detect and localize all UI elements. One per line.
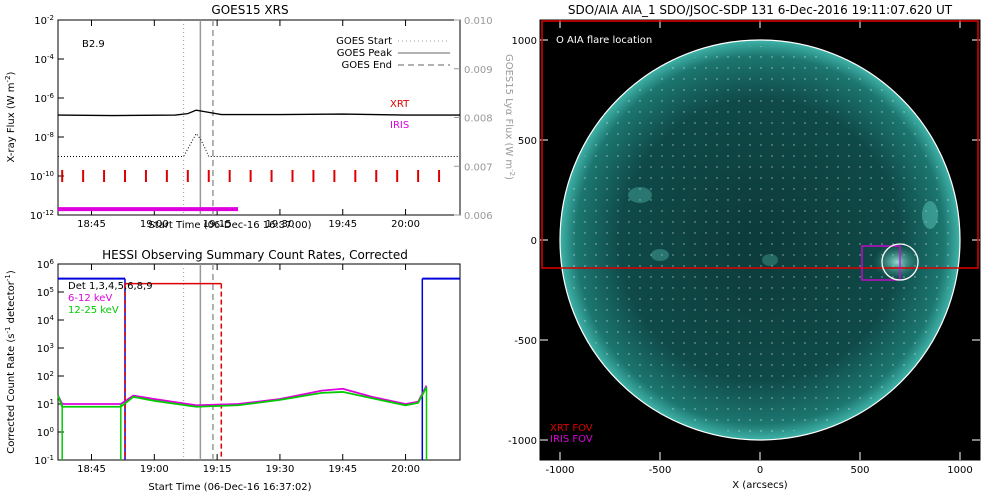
hessi-panel: HESSI Observing Summary Count Rates, Cor… (4, 248, 461, 493)
hessi-ytick-label: 104 (37, 314, 55, 327)
aia-xlabel: X (arcsecs) (732, 480, 788, 491)
hessi-title: HESSI Observing Summary Count Rates, Cor… (102, 248, 408, 262)
hessi-ytick-label: 101 (37, 398, 54, 411)
goes-class-label: B2.9 (82, 39, 105, 50)
aia-xtick-label: 1000 (947, 465, 972, 476)
goes-xlabel: Start Time (06-Dec-16 16:37:00) (148, 220, 311, 231)
aia-ytick-label: -500 (514, 336, 537, 347)
legend-goes-start: GOES Start (336, 36, 392, 47)
aia-ytick-label: 1000 (512, 36, 537, 47)
goes-y2tick-label: 0.007 (464, 162, 493, 173)
aia-ytick-label: -1000 (508, 436, 537, 447)
aia-xtick-label: -1000 (545, 465, 574, 476)
aia-title: SDO/AIA AIA_1 SDO/JSOC-SDP 131 6-Dec-201… (568, 3, 953, 17)
legend-goes-peak: GOES Peak (337, 48, 392, 59)
goes-ytick-label: 10-2 (34, 14, 54, 27)
hessi-ytick-label: 105 (37, 286, 54, 299)
aia-ytick-label: 0 (531, 236, 537, 247)
hessi-ytick-label: 103 (37, 342, 54, 355)
active-region-c (762, 254, 778, 266)
goes-plot-frame (57, 19, 461, 216)
aia-xrt-fov-box (541, 20, 979, 269)
aia-xtick-label: -500 (649, 465, 672, 476)
hessi-ytick-label: 10-1 (34, 454, 54, 467)
goes-ytick-label: 10-8 (34, 131, 54, 144)
flare-region-glow (873, 244, 921, 280)
legend-goes-end: GOES End (342, 60, 392, 71)
aia-iris-fov-box (861, 245, 901, 281)
aia-iris-fov-label: IRIS FOV (550, 434, 593, 445)
hessi-xtick-label: 20:00 (391, 464, 420, 475)
hessi-legend: Det 1,3,4,5,6,8,9 6-12 keV 12-25 keV (68, 281, 153, 316)
hessi-plot-frame (57, 263, 461, 461)
goes-xtick-label: 19:00 (140, 219, 169, 230)
hessi-ylabel: Corrected Count Rate (s-1 detector-1) (4, 270, 17, 454)
hessi-xtick-label: 19:00 (140, 464, 169, 475)
active-region-b (651, 249, 669, 261)
hessi-xtick-label: 19:45 (328, 464, 357, 475)
goes-xtick-label: 20:00 (391, 219, 420, 230)
hessi-xlabel: Start Time (06-Dec-16 16:37:02) (148, 482, 311, 493)
goes-panel: GOES15 XRS 18:45 19:00 19:15 19:30 19:45 20:0… (4, 3, 516, 231)
aia-panel: SDO/AIA AIA_1 SDO/JSOC-SDP 131 6-Dec-201… (508, 3, 981, 491)
legend-12-25: 12-25 keV (68, 305, 119, 316)
goes-ytick-label: 10-6 (34, 92, 54, 105)
goes-xtick-label: 19:15 (203, 219, 232, 230)
active-region-a (628, 187, 652, 203)
active-region-limb (922, 201, 938, 229)
aia-ytick-label: 500 (518, 136, 537, 147)
goes-y2label: GOES15 Lyα Flux (W m-2) (503, 54, 516, 180)
aia-overlays: -1000 -500 0 500 1000 1000 500 0 -500 -1000 (508, 20, 980, 476)
hessi-xtick-label: 19:30 (266, 464, 295, 475)
goes-xtick-label: 18:45 (77, 219, 106, 230)
goes-y2tick-label: 0.009 (464, 65, 493, 76)
sun-grid-dots (566, 46, 954, 434)
hessi-xtick-label: 18:45 (77, 464, 106, 475)
hessi-ytick-label: 100 (37, 426, 54, 439)
aia-flare-annotation: O AIA flare location (556, 35, 652, 46)
aia-flare-location-circle (881, 243, 919, 281)
hessi-series-6-12 (57, 385, 428, 407)
goes-xtick-label: 19:30 (266, 219, 295, 230)
goes-y2tick-label: 0.010 (464, 16, 493, 27)
solar-limb (559, 39, 961, 441)
goes-xrs-series (58, 132, 460, 157)
hessi-ytick-label: 102 (37, 370, 54, 383)
goes-plot: 18:45 19:00 19:15 19:30 19:45 20:00 10-2 10-4 10… (30, 14, 493, 230)
aia-xtick-label: 0 (757, 465, 763, 476)
goes-ytick-label: 10-12 (30, 209, 54, 222)
aia-xrt-fov-label: XRT FOV (550, 423, 593, 434)
goes-ytick-label: 10-10 (30, 170, 54, 183)
goes-ylabel: X-ray Flux (W m-2) (4, 71, 17, 162)
goes-legend: GOES Start GOES Peak GOES End (336, 36, 450, 71)
hessi-plot: 18:45 19:00 19:15 19:30 19:45 20:00 106 105 104 1… (34, 258, 460, 475)
hessi-ytick-label: 106 (37, 258, 55, 271)
goes-ytick-label: 10-4 (34, 53, 54, 66)
aia-xtick-label: 500 (850, 465, 869, 476)
goes-xtick-label: 19:45 (328, 219, 357, 230)
aia-sun (559, 39, 961, 441)
goes-xrt-label: XRT (390, 99, 410, 110)
legend-det: Det 1,3,4,5,6,8,9 (68, 281, 153, 292)
hessi-xtick-label: 19:15 (203, 464, 232, 475)
goes-y2tick-label: 0.008 (464, 114, 493, 125)
legend-6-12: 6-12 keV (68, 293, 112, 304)
goes-lya-series (57, 109, 460, 117)
goes-y2tick-label: 0.006 (464, 211, 493, 222)
hessi-series-12-25 (57, 386, 428, 408)
goes-title: GOES15 XRS (211, 3, 288, 17)
goes-iris-label: IRIS (390, 120, 409, 131)
